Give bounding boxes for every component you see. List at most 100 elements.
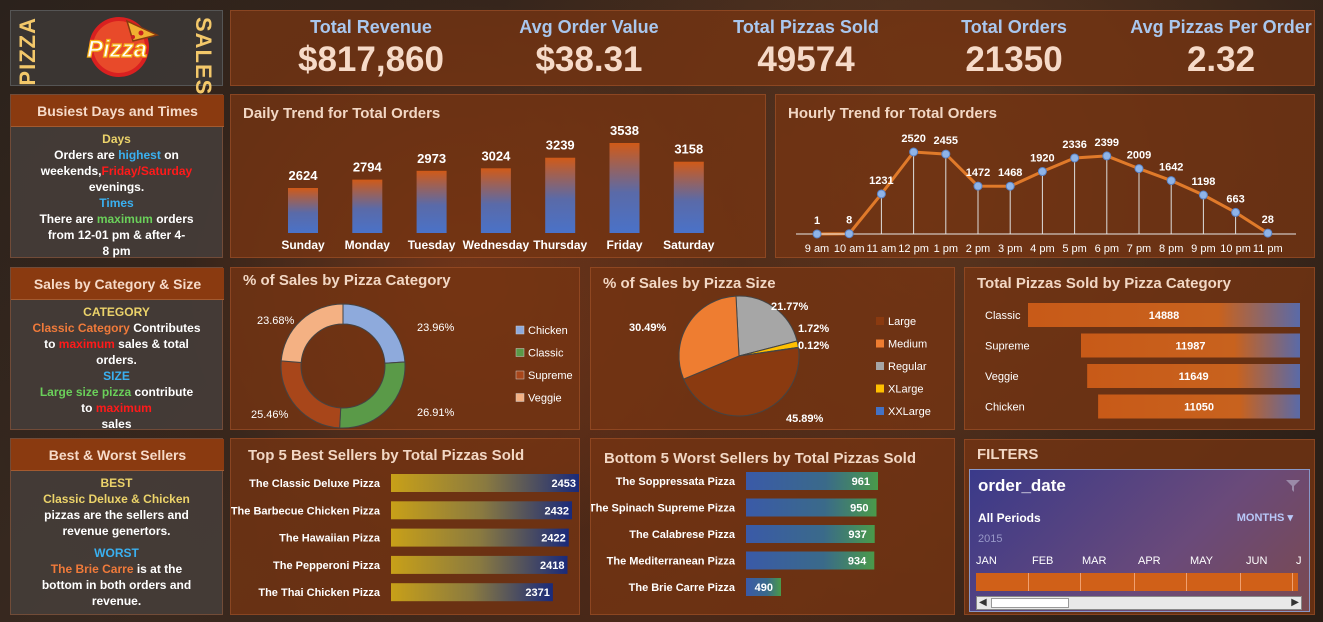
slice (735, 295, 798, 357)
legend-swatch (876, 339, 884, 348)
tick-label: The Classic Deluxe Pizza (249, 478, 381, 490)
data-label: 1231 (869, 175, 893, 187)
tick-label: The Mediterranean Pizza (607, 556, 736, 568)
order-date-slicer[interactable]: order_date All Periods MONTHS ▾ 2015 JAN… (969, 469, 1310, 612)
timeline-bar[interactable] (976, 573, 1298, 591)
times-heading: Times (99, 196, 134, 210)
legend-label: XXLarge (888, 406, 931, 418)
month-label[interactable]: JUN (1246, 555, 1268, 567)
highlight: Friday/Saturday (101, 164, 193, 178)
category-heading: CATEGORY (83, 305, 150, 319)
tick-label: 7 pm (1127, 243, 1151, 255)
bar (1098, 394, 1300, 419)
daily-trend-chart: 2624 Sunday 2794 Monday 2973 Tuesday 3024 Wedne… (281, 123, 714, 252)
data-point (1198, 190, 1208, 200)
bar (391, 528, 569, 547)
data-label: 2455 (934, 135, 958, 147)
text: sales (101, 417, 132, 431)
month-label[interactable]: FEB (1032, 555, 1054, 567)
bar (288, 188, 318, 233)
text: Orders are (54, 148, 119, 162)
tick-label: The Thai Chicken Pizza (258, 587, 381, 599)
data-label: 8 (846, 215, 852, 227)
timeline-scrollbar[interactable]: ◀ ▶ (976, 596, 1302, 610)
text: revenue. (91, 594, 142, 608)
time-level-dropdown[interactable]: MONTHS ▾ (1237, 511, 1293, 524)
data-label: 2624 (289, 168, 319, 183)
tick-label: The Spinach Supreme Pizza (591, 503, 736, 515)
clear-filter-icon[interactable] (1285, 478, 1301, 494)
slice (678, 295, 740, 380)
best-heading: BEST (100, 476, 133, 490)
hourly-trend-chart: 1 9 am 8 10 am 1231 11 am 2520 12 pm 2455 1 pm 147… (796, 133, 1296, 255)
tick-label: Friday (606, 238, 642, 252)
best-worst-text: BEST Classic Deluxe & Chicken pizzas are… (17, 475, 216, 609)
scrollbar-thumb[interactable] (991, 598, 1069, 608)
month-label[interactable]: MAR (1082, 555, 1107, 567)
highlight: Classic Category (32, 321, 130, 335)
highlight: The Brie Carre (50, 562, 134, 576)
busiest-text: Days Orders are highest on weekends,Frid… (17, 131, 216, 259)
data-label: 11050 (1184, 402, 1214, 414)
slice (342, 303, 406, 364)
data-label: 28 (1262, 214, 1274, 226)
tick-label: 2 pm (966, 243, 990, 255)
best-sellers-panel: Top 5 Best Sellers by Total Pizzas Sold … (230, 438, 580, 615)
kpi-avg-order-value: Avg Order Value $38.31 (489, 17, 689, 80)
bar (480, 168, 511, 233)
data-label: 2973 (417, 151, 446, 166)
logo-panel: PIZZA Pizza SALES (10, 10, 223, 95)
bar (391, 501, 573, 520)
data-point (1134, 164, 1144, 174)
month-label[interactable]: APR (1138, 555, 1161, 567)
tick-label: 8 pm (1159, 243, 1183, 255)
data-label: 2794 (353, 160, 383, 175)
category-size-panel: Sales by Category & Size CATEGORY Classi… (10, 267, 224, 431)
month-label[interactable]: JAN (976, 555, 997, 567)
tick-label: 5 pm (1062, 243, 1086, 255)
tick-label: The Hawaiian Pizza (279, 533, 381, 545)
data-label: 950 (850, 503, 868, 515)
tick-label: 9 am (805, 243, 829, 255)
bar (746, 578, 781, 596)
month-label[interactable]: MAY (1190, 555, 1214, 567)
highlight: Large size pizza (39, 385, 132, 399)
bar (1087, 364, 1300, 388)
data-label: 21.77% (771, 301, 809, 313)
time-level-label: MONTHS (1236, 512, 1285, 524)
worst-sellers-panel: Bottom 5 Worst Sellers by Total Pizzas S… (590, 438, 955, 615)
data-point (909, 147, 919, 157)
data-label: 1920 (1030, 153, 1054, 165)
tick-label: The Brie Carre Pizza (629, 582, 736, 594)
days-heading: Days (102, 132, 131, 146)
legend-swatch (876, 362, 884, 370)
category-pct-chart: 23.96% 26.91% 25.46% 23.68% Chicken Classic Su… (251, 303, 573, 429)
text: orders. (96, 353, 137, 367)
data-label: 1642 (1159, 162, 1183, 174)
data-label: 1.72% (798, 323, 829, 335)
tick-label: The Barbecue Chicken Pizza (231, 505, 381, 517)
text: is at the (133, 562, 183, 576)
panel-title: Busiest Days and Times (11, 95, 224, 127)
text: bottom in both orders and (41, 578, 192, 592)
tick-label: Supreme (985, 341, 1030, 353)
tick-label: 1 pm (934, 243, 958, 255)
tick-label: Veggie (985, 371, 1019, 383)
data-label: 23.68% (257, 315, 295, 327)
scroll-left-icon[interactable]: ◀ (979, 597, 987, 608)
data-label: 3239 (546, 138, 575, 153)
chart-title: Daily Trend for Total Orders (243, 105, 441, 122)
data-label: 961 (852, 476, 870, 488)
data-point (1005, 181, 1015, 191)
daily-trend-panel: Daily Trend for Total Orders 2624 Sunday 2… (230, 94, 766, 258)
tick-label: 9 pm (1191, 243, 1215, 255)
data-label: 934 (848, 556, 867, 568)
data-label: 2432 (545, 505, 569, 517)
data-point (1037, 167, 1047, 177)
chart-title: Top 5 Best Sellers by Total Pizzas Sold (248, 447, 525, 464)
text: 8 pm (102, 244, 131, 258)
data-label: 3158 (674, 142, 703, 157)
legend-swatch (876, 317, 884, 325)
scroll-right-icon[interactable]: ▶ (1291, 597, 1299, 608)
month-label[interactable]: J (1296, 555, 1302, 567)
